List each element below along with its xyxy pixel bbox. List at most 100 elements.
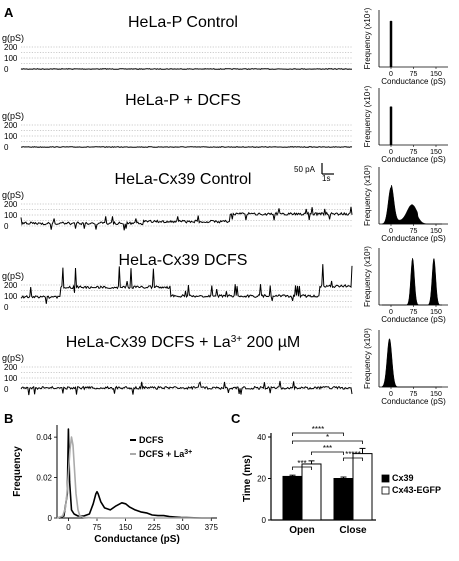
trace-y-tick: 100 bbox=[4, 292, 18, 301]
row-2: HeLa-P + DCFS g(pS)200 100 0 Frequency (x10⁴… bbox=[2, 85, 448, 164]
hist-x-tick: 150 bbox=[430, 149, 442, 156]
c-legend-swatch bbox=[381, 486, 390, 495]
hist-bars bbox=[389, 106, 393, 146]
trace-y-tick: 100 bbox=[4, 132, 18, 141]
panel-letter-a: A bbox=[4, 5, 14, 20]
row-4: HeLa-Cx39 DCFS g(pS)200 100 0 Frequency (x10… bbox=[2, 246, 448, 324]
hist-x-tick: 0 bbox=[389, 391, 393, 398]
b-x-tick: 300 bbox=[176, 523, 190, 532]
c-bar bbox=[301, 463, 322, 521]
trace-y-tick: 200 bbox=[4, 121, 18, 130]
hist-x-tick: 150 bbox=[430, 309, 442, 316]
scale-bar: 50 pA 1s bbox=[294, 163, 334, 183]
c-y-tick: 0 bbox=[262, 516, 267, 525]
hist-x-tick: 0 bbox=[389, 228, 393, 235]
hist-x-tick: 75 bbox=[410, 391, 418, 398]
c-sig-label: ***** bbox=[345, 450, 361, 459]
hist-x-tick: 75 bbox=[410, 71, 418, 78]
trace-line bbox=[20, 68, 353, 70]
scale-bar-time-label: 1s bbox=[322, 174, 330, 183]
trace-y-tick: 200 bbox=[4, 200, 18, 209]
c-sig-bracket bbox=[343, 457, 363, 461]
hist-bars bbox=[381, 185, 442, 225]
hist-x-tick: 75 bbox=[410, 149, 418, 156]
b-x-tick: 0 bbox=[66, 523, 71, 532]
b-x-label: Conductance (pS) bbox=[94, 534, 180, 545]
trace-y-label: g(pS) bbox=[2, 271, 24, 281]
row-title: HeLa-Cx39 DCFS bbox=[119, 252, 248, 269]
trace-y-tick: 200 bbox=[4, 363, 18, 372]
c-legend-label: Cx39 bbox=[392, 473, 414, 483]
hist-x-label: Conductance (pS) bbox=[381, 234, 446, 243]
c-sig-bracket bbox=[292, 432, 344, 436]
b-legend-label: DCFS bbox=[139, 435, 164, 445]
b-y-tick: 0.02 bbox=[36, 474, 52, 483]
hist-y-label: Frequency (x10³) bbox=[363, 328, 372, 389]
trace-y-tick: 0 bbox=[4, 385, 9, 394]
trace-line bbox=[21, 146, 353, 148]
b-x-tick: 225 bbox=[147, 523, 161, 532]
hist-bars bbox=[381, 338, 442, 388]
trace-y-tick: 100 bbox=[4, 211, 18, 220]
trace-y-label: g(pS) bbox=[2, 33, 24, 43]
hist-y-label: Frequency (x10³) bbox=[363, 246, 372, 307]
c-category-label: Open bbox=[289, 525, 315, 536]
row-title: HeLa-P + DCFS bbox=[125, 92, 241, 109]
trace-y-tick: 0 bbox=[4, 303, 9, 312]
row-title: HeLa-Cx39 DCFS + La3+ 200 µM bbox=[66, 334, 301, 352]
trace-y-tick: 200 bbox=[4, 43, 18, 52]
c-sig-bracket bbox=[311, 451, 344, 455]
hist-y-label: Frequency (x10³) bbox=[363, 165, 372, 226]
c-bar bbox=[333, 478, 354, 521]
trace-y-tick: 0 bbox=[4, 143, 9, 152]
panel-b: B 0 0.02 0.04 0 75 150 225 300 375 Conductance (pS… bbox=[4, 411, 219, 545]
trace-y-tick: 200 bbox=[4, 281, 18, 290]
c-sig-label: **** bbox=[312, 425, 324, 434]
hist-x-tick: 75 bbox=[410, 228, 418, 235]
panel-letter-b: B bbox=[4, 411, 13, 426]
b-y-label: Frequency bbox=[12, 446, 23, 497]
hist-x-label: Conductance (pS) bbox=[381, 397, 446, 406]
trace-y-label: g(pS) bbox=[2, 111, 24, 121]
hist-x-label: Conductance (pS) bbox=[381, 315, 446, 324]
trace-y-tick: 0 bbox=[4, 65, 9, 74]
c-bar bbox=[352, 453, 373, 521]
b-legend-sup: 3+ bbox=[184, 449, 192, 456]
row-5: HeLa-Cx39 DCFS + La3+ 200 µM g(pS)200 100 0… bbox=[2, 328, 448, 406]
row-1: HeLa-P Control g(pS)200 100 0 Frequency (x10… bbox=[2, 7, 448, 86]
row-title: HeLa-P Control bbox=[128, 14, 238, 31]
trace-y-tick: 0 bbox=[4, 222, 9, 231]
hist-x-tick: 150 bbox=[430, 391, 442, 398]
c-sig-label: *** bbox=[323, 444, 332, 453]
hist-y-label: Frequency (x10⁴) bbox=[363, 7, 372, 69]
trace-line bbox=[20, 264, 353, 304]
b-series-line bbox=[56, 436, 212, 519]
c-bar bbox=[282, 475, 303, 521]
c-sig-bracket bbox=[292, 466, 312, 470]
trace-y-label: g(pS) bbox=[2, 190, 24, 200]
c-category-label: Close bbox=[339, 525, 367, 536]
hist-x-tick: 0 bbox=[389, 71, 393, 78]
c-y-label: Time (ms) bbox=[242, 455, 253, 502]
hist-x-tick: 150 bbox=[430, 71, 442, 78]
row-title: HeLa-Cx39 Control bbox=[115, 171, 252, 188]
hist-x-tick: 75 bbox=[410, 309, 418, 316]
c-y-tick: 40 bbox=[257, 433, 266, 442]
row-3: HeLa-Cx39 Control g(pS)200 100 0 Frequency (… bbox=[2, 165, 448, 243]
row-title-suffix: 200 µM bbox=[242, 334, 300, 351]
hist-x-label: Conductance (pS) bbox=[381, 155, 446, 164]
b-y-tick: 0.04 bbox=[36, 433, 52, 442]
b-x-tick: 375 bbox=[205, 523, 219, 532]
scale-bar-current-label: 50 pA bbox=[294, 165, 316, 174]
b-series-line bbox=[58, 428, 212, 519]
trace-line bbox=[20, 380, 353, 396]
hist-x-tick: 0 bbox=[389, 309, 393, 316]
b-y-tick: 0 bbox=[48, 514, 53, 523]
b-x-tick: 150 bbox=[119, 523, 133, 532]
trace-line bbox=[20, 206, 353, 231]
trace-y-tick: 100 bbox=[4, 374, 18, 383]
hist-x-tick: 0 bbox=[389, 149, 393, 156]
c-legend-label: Cx43-EGFP bbox=[392, 485, 441, 495]
